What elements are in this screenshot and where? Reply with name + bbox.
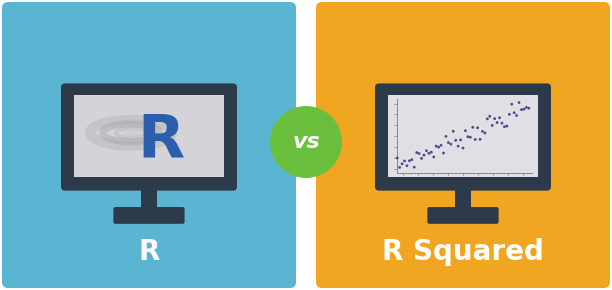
Circle shape <box>508 113 510 116</box>
Circle shape <box>515 114 518 117</box>
Circle shape <box>471 126 474 129</box>
FancyBboxPatch shape <box>388 95 538 177</box>
Circle shape <box>523 108 525 110</box>
Circle shape <box>520 108 523 111</box>
Circle shape <box>503 125 506 128</box>
Circle shape <box>270 106 342 178</box>
FancyBboxPatch shape <box>113 207 185 224</box>
Circle shape <box>518 101 520 104</box>
Circle shape <box>461 147 465 149</box>
Circle shape <box>496 121 499 124</box>
Circle shape <box>457 145 460 148</box>
Circle shape <box>432 156 435 158</box>
Circle shape <box>401 162 403 165</box>
Circle shape <box>408 160 411 162</box>
Circle shape <box>464 129 467 132</box>
FancyBboxPatch shape <box>2 2 296 288</box>
Circle shape <box>474 138 477 141</box>
FancyBboxPatch shape <box>316 2 610 288</box>
Text: R: R <box>138 111 185 171</box>
FancyBboxPatch shape <box>375 84 551 191</box>
Circle shape <box>423 154 425 157</box>
Circle shape <box>416 151 418 154</box>
Circle shape <box>486 117 489 120</box>
Circle shape <box>513 111 515 114</box>
Circle shape <box>396 157 398 160</box>
Circle shape <box>479 138 482 141</box>
Circle shape <box>452 130 455 133</box>
Circle shape <box>449 143 452 146</box>
Circle shape <box>406 164 408 167</box>
Text: vs: vs <box>292 132 320 152</box>
Circle shape <box>444 135 447 138</box>
Circle shape <box>459 139 462 141</box>
Circle shape <box>420 157 423 160</box>
Text: R Squared: R Squared <box>382 238 544 266</box>
Circle shape <box>491 124 494 127</box>
Circle shape <box>528 107 530 110</box>
Circle shape <box>398 166 401 169</box>
Circle shape <box>498 116 501 119</box>
Circle shape <box>493 117 496 120</box>
Circle shape <box>418 152 420 155</box>
Circle shape <box>447 141 450 144</box>
Circle shape <box>435 145 438 148</box>
Circle shape <box>411 158 413 161</box>
Circle shape <box>501 122 504 124</box>
Circle shape <box>488 115 491 118</box>
Text: R: R <box>138 238 160 266</box>
Circle shape <box>437 146 440 148</box>
Circle shape <box>525 106 528 109</box>
Circle shape <box>439 144 442 147</box>
Circle shape <box>442 152 445 154</box>
Circle shape <box>483 132 487 134</box>
Circle shape <box>413 166 416 168</box>
Circle shape <box>430 151 433 154</box>
Circle shape <box>466 135 469 138</box>
Circle shape <box>510 103 513 106</box>
FancyBboxPatch shape <box>141 187 157 209</box>
Circle shape <box>428 152 430 155</box>
Circle shape <box>506 125 508 128</box>
Circle shape <box>481 130 484 133</box>
FancyBboxPatch shape <box>74 95 224 177</box>
Circle shape <box>403 160 406 162</box>
Circle shape <box>425 149 428 152</box>
Ellipse shape <box>124 130 138 135</box>
Circle shape <box>469 136 472 139</box>
FancyBboxPatch shape <box>61 84 237 191</box>
FancyBboxPatch shape <box>427 207 499 224</box>
Circle shape <box>454 139 457 142</box>
Circle shape <box>476 126 479 129</box>
FancyBboxPatch shape <box>455 187 471 209</box>
